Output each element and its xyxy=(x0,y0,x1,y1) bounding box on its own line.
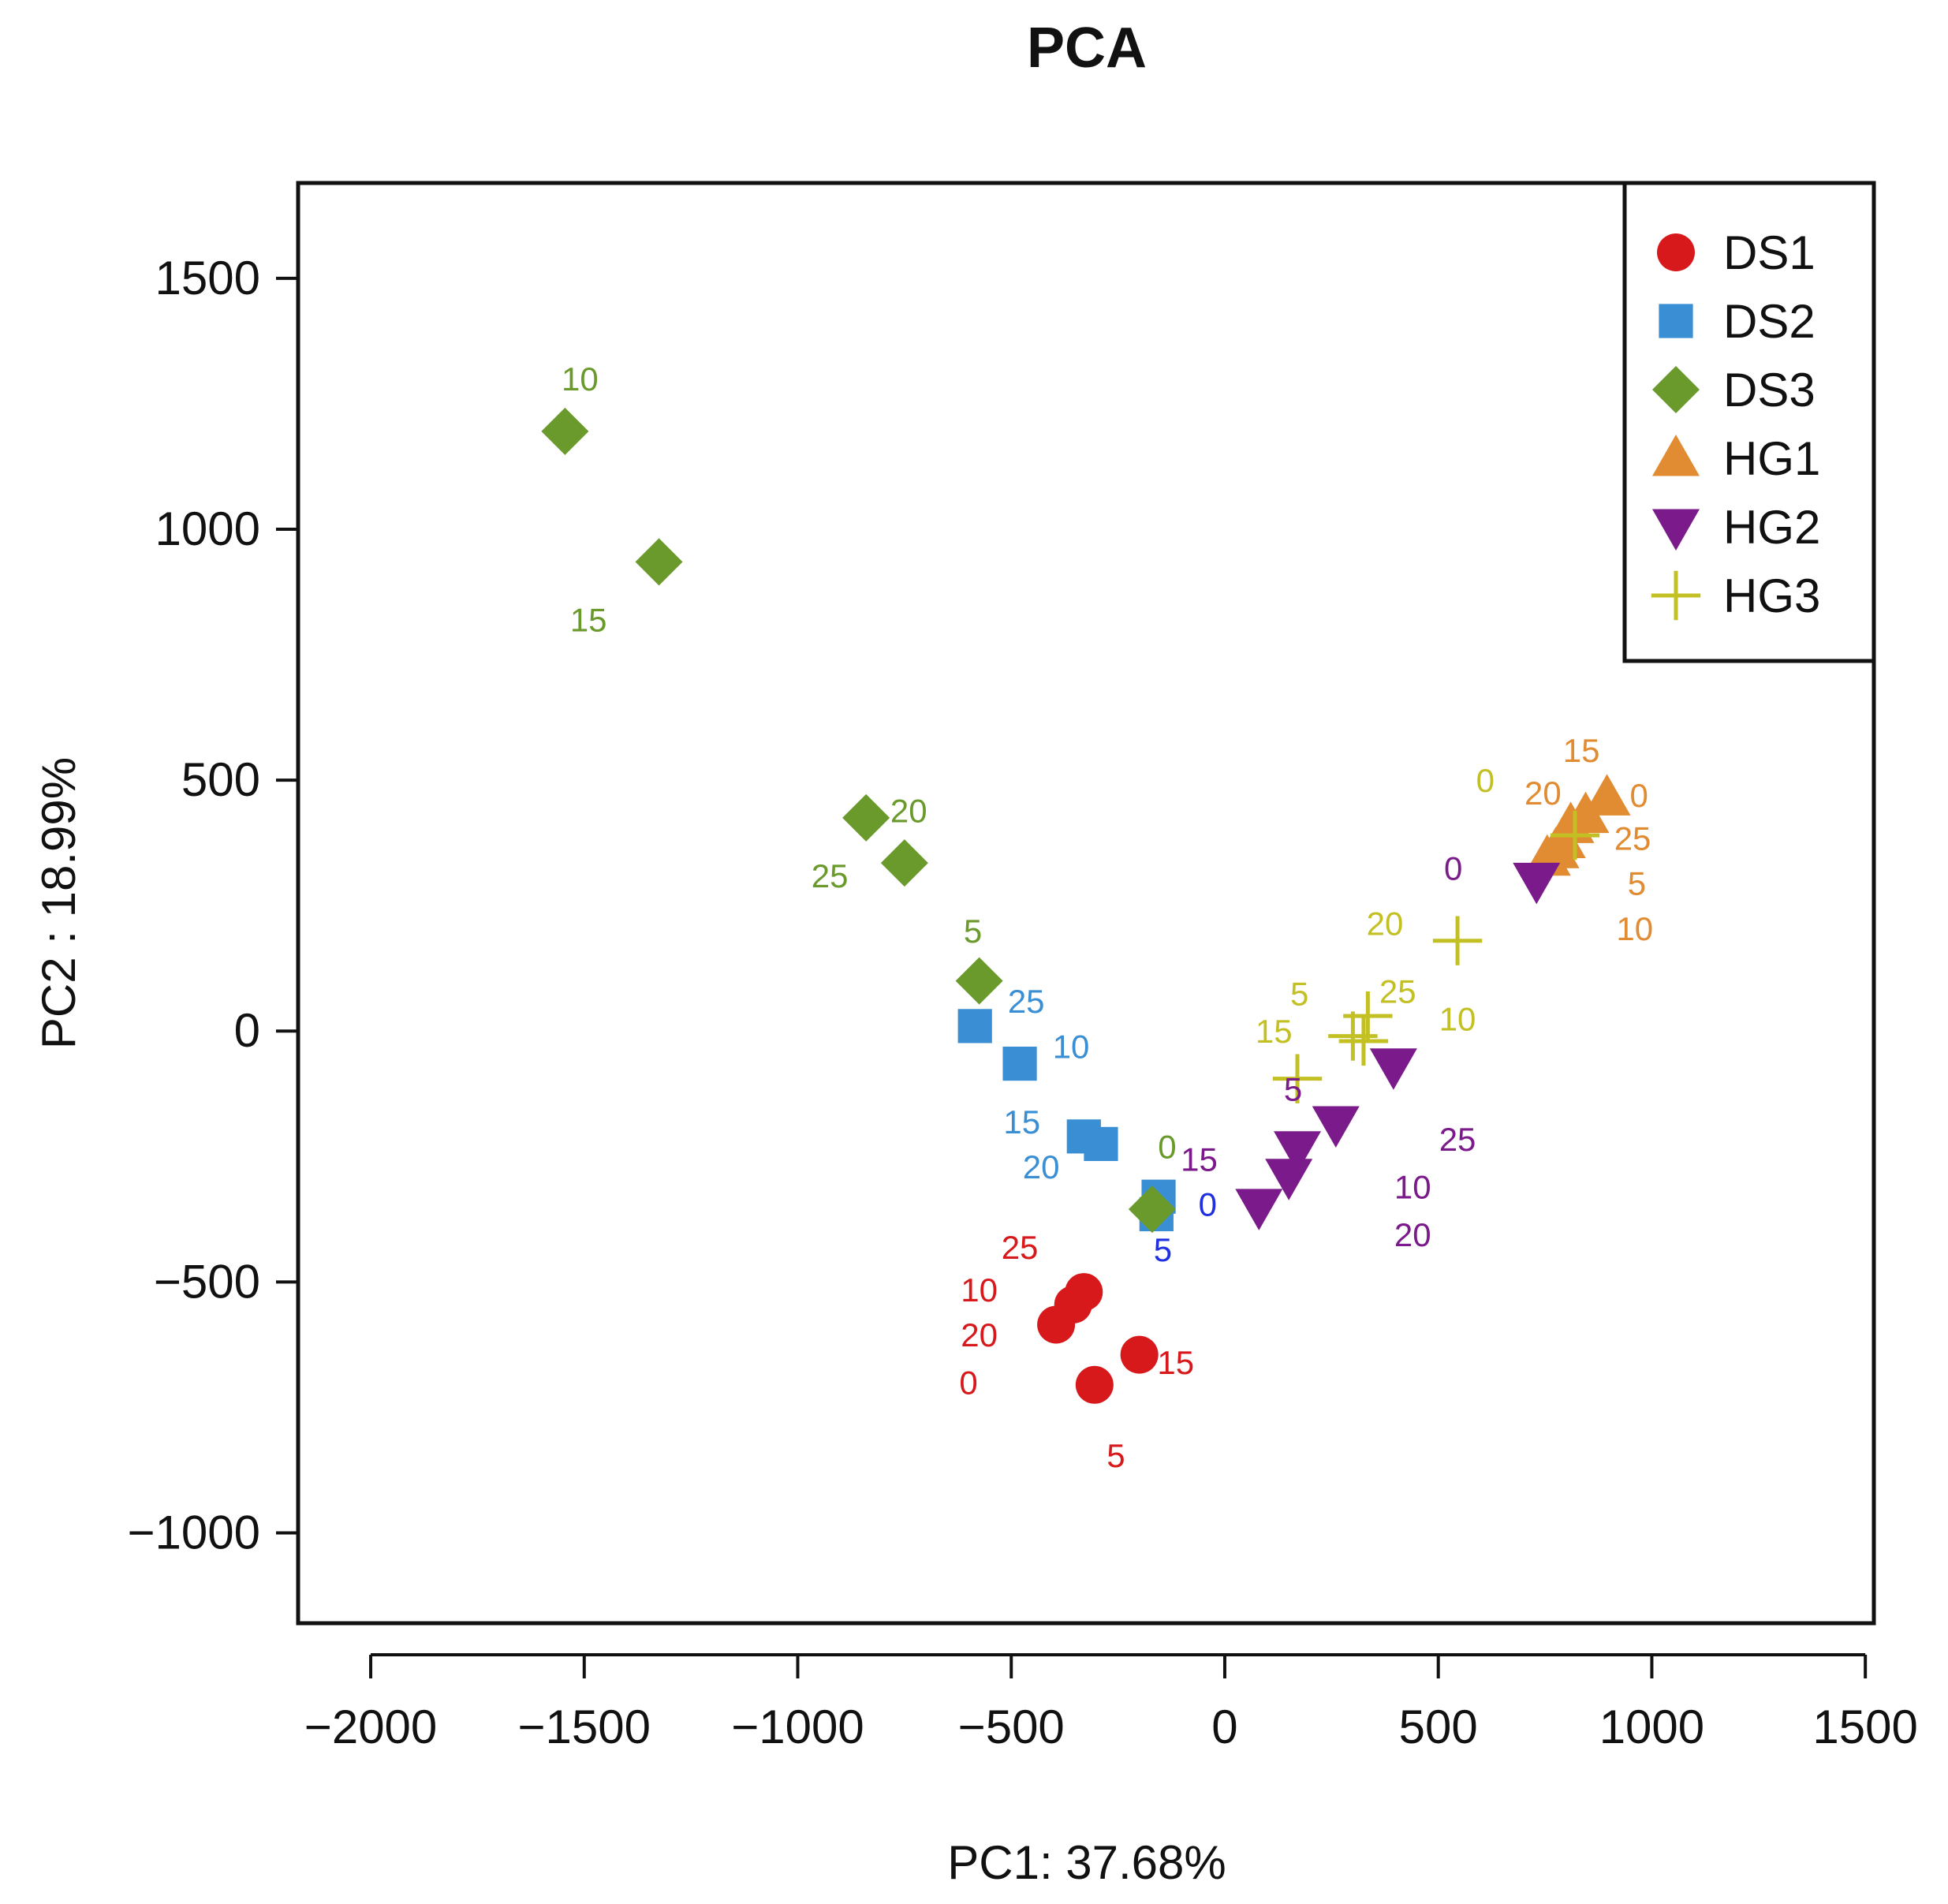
x-tick-label: −1500 xyxy=(518,1701,651,1753)
point-ds3 xyxy=(880,839,928,887)
point-ds1 xyxy=(1120,1335,1159,1374)
point-ds1 xyxy=(1065,1273,1103,1312)
legend-label-hg2: HG2 xyxy=(1723,501,1820,554)
legend-marker-ds2 xyxy=(1659,304,1693,338)
point-label-hg1: 25 xyxy=(1614,819,1651,857)
plot-frame xyxy=(296,181,1876,1626)
point-ds3 xyxy=(842,793,890,842)
point-label-ds1: 15 xyxy=(1157,1344,1194,1381)
legend-label-ds3: DS3 xyxy=(1723,364,1816,416)
legend-label-hg3: HG3 xyxy=(1723,569,1820,622)
point-label-ds1: 10 xyxy=(961,1271,998,1309)
point-ds2 xyxy=(1084,1126,1118,1161)
point-label-hg1: 10 xyxy=(1616,910,1653,947)
point-label-ds1: 20 xyxy=(961,1316,998,1353)
point-ds3 xyxy=(955,957,1003,1005)
point-hg2 xyxy=(1369,1048,1417,1090)
point-label-ds3: 0 xyxy=(1158,1129,1176,1166)
point-label-ds2: 25 xyxy=(1008,983,1045,1020)
point-hg3 xyxy=(1550,810,1600,861)
legend-marker-ds1 xyxy=(1657,233,1695,271)
point-label-ds1: 25 xyxy=(1002,1229,1039,1266)
legend: DS1 DS2 DS3 HG1 HG2 HG3 xyxy=(1622,181,1876,663)
legend-label-ds2: DS2 xyxy=(1723,295,1816,348)
point-hg3 xyxy=(1432,916,1483,965)
chart-title: PCA xyxy=(1027,17,1147,80)
point-ds1 xyxy=(1075,1365,1114,1404)
point-hg2 xyxy=(1265,1159,1313,1200)
point-label-hg2: 25 xyxy=(1439,1121,1476,1158)
point-hg3 xyxy=(1272,1054,1323,1103)
y-axis-label: PC2 : 18.99% xyxy=(32,757,85,1049)
point-label-hg1: 20 xyxy=(1524,775,1562,812)
legend-marker-ds3 xyxy=(1652,366,1700,413)
y-tick-label: −1000 xyxy=(127,1506,260,1559)
point-label-hg2: 0 xyxy=(1444,849,1462,887)
point-label-hg3: 10 xyxy=(1439,1000,1476,1037)
point-label-hg1: 15 xyxy=(1563,732,1600,769)
point-ds3 xyxy=(541,407,589,455)
point-label-ds2: 20 xyxy=(1023,1148,1060,1185)
point-label-ds1: 0 xyxy=(959,1365,977,1402)
point-label-hg3: 15 xyxy=(1256,1013,1293,1050)
legend-marker-hg2 xyxy=(1652,509,1700,551)
data-points xyxy=(541,407,1631,1404)
x-tick-label: 1500 xyxy=(1812,1701,1917,1753)
legend-marker-hg1 xyxy=(1652,435,1700,476)
y-tick-label: 0 xyxy=(234,1004,260,1057)
point-label-hg2: 20 xyxy=(1394,1216,1431,1253)
point-hg2 xyxy=(1513,862,1561,905)
y-axis: −1000 −500 0 500 1000 1500 xyxy=(127,252,298,1559)
point-label-ds2: 15 xyxy=(1003,1103,1040,1141)
point-ds2 xyxy=(957,1009,992,1043)
point-hg1 xyxy=(1583,774,1631,816)
point-label-ds3: 15 xyxy=(570,602,607,639)
point-hg1 xyxy=(1532,827,1580,868)
point-label-hg3: 5 xyxy=(1290,976,1308,1013)
x-axis-label: PC1: 37.68% xyxy=(947,1836,1226,1889)
x-tick-label: 1000 xyxy=(1599,1701,1704,1753)
point-label-hg1: 5 xyxy=(1628,865,1646,902)
point-ds2 xyxy=(1002,1046,1037,1081)
x-tick-label: 500 xyxy=(1399,1701,1478,1753)
point-hg2 xyxy=(1235,1189,1283,1230)
legend-label-ds1: DS1 xyxy=(1723,226,1816,279)
legend-marker-hg3 xyxy=(1651,570,1701,621)
x-axis: −2000 −1500 −1000 −500 0 500 1000 1500 xyxy=(304,1653,1918,1753)
x-tick-label: 0 xyxy=(1211,1701,1237,1753)
point-label-extra: 0 xyxy=(1199,1186,1217,1223)
point-label-ds1: 5 xyxy=(1106,1437,1125,1474)
point-label-ds2: 10 xyxy=(1053,1028,1090,1065)
point-label-ds3: 5 xyxy=(964,913,982,950)
point-hg3 xyxy=(1328,1011,1378,1061)
point-label-hg3: 25 xyxy=(1379,973,1416,1010)
y-tick-label: 500 xyxy=(181,753,260,806)
point-label-hg3: 0 xyxy=(1476,762,1495,799)
point-label-hg2: 10 xyxy=(1394,1168,1431,1205)
point-label-ds3: 10 xyxy=(562,360,599,398)
legend-label-hg1: HG1 xyxy=(1723,432,1820,485)
point-label-ds3: 20 xyxy=(890,792,927,829)
point-label-hg3: 20 xyxy=(1367,905,1404,942)
x-tick-label: −1000 xyxy=(731,1701,864,1753)
point-label-ds3: 25 xyxy=(812,857,849,894)
y-tick-label: 1500 xyxy=(155,252,260,304)
point-label-hg2: 5 xyxy=(1284,1070,1302,1107)
point-hg2 xyxy=(1312,1106,1360,1148)
point-label-hg1: 0 xyxy=(1630,777,1648,814)
point-label-extra: 5 xyxy=(1154,1231,1172,1268)
point-label-hg2: 15 xyxy=(1181,1141,1218,1178)
point-hg3 xyxy=(1338,1016,1389,1066)
point-hg2 xyxy=(1274,1131,1322,1173)
y-tick-label: −500 xyxy=(154,1255,260,1308)
y-tick-label: 1000 xyxy=(155,502,260,555)
x-tick-label: −2000 xyxy=(304,1701,438,1753)
point-ds3 xyxy=(1128,1185,1176,1234)
point-ds3 xyxy=(635,538,683,586)
x-tick-label: −500 xyxy=(958,1701,1065,1753)
